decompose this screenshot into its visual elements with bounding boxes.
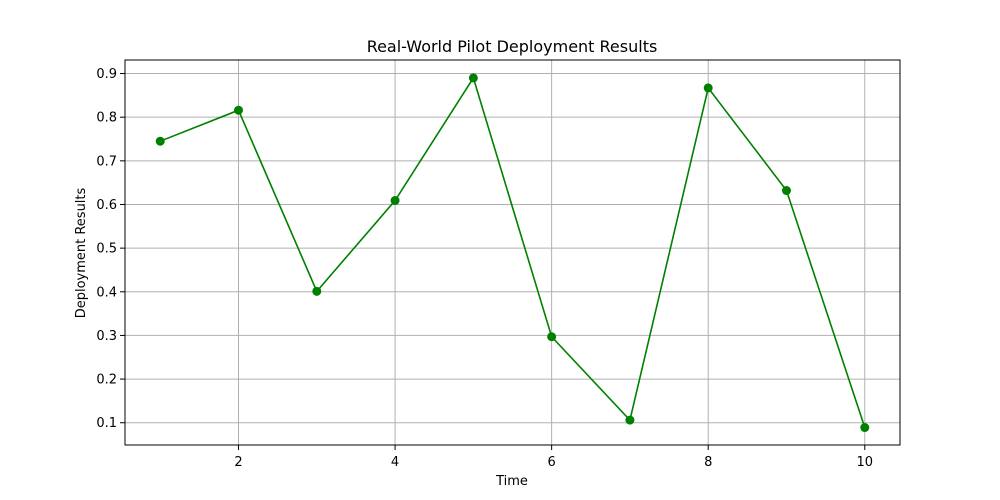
data-point	[547, 332, 557, 342]
data-point	[234, 105, 244, 115]
data-point	[390, 196, 400, 206]
y-tick-label: 0.7	[96, 154, 117, 169]
data-point	[625, 415, 635, 425]
y-tick-label: 0.1	[96, 416, 117, 431]
y-tick-label: 0.5	[96, 242, 117, 257]
y-tick-label: 0.8	[96, 111, 117, 126]
x-tick-label: 6	[548, 455, 556, 470]
data-point	[312, 286, 322, 296]
series-line	[159, 76, 866, 428]
y-tick-label: 0.9	[96, 67, 117, 82]
plot-frame	[124, 59, 901, 446]
axis-ticks: 2 4 6 8 10 0.1 0.2 0.3 0.4 0.5 0.6 0.7 0.8 0.9	[96, 67, 873, 470]
series-layer	[155, 73, 870, 433]
y-tick-label: 0.4	[96, 285, 117, 300]
data-point	[155, 136, 165, 146]
x-tick-label: 10	[856, 455, 873, 470]
y-tick-label: 0.2	[96, 373, 117, 388]
x-tick-label: 2	[234, 455, 242, 470]
y-tick-label: 0.6	[96, 198, 117, 213]
data-point	[703, 83, 713, 93]
y-axis-label: Deployment Results	[74, 187, 89, 318]
x-tick-label: 4	[391, 455, 399, 470]
data-point	[468, 73, 478, 83]
data-point	[781, 186, 791, 196]
y-tick-label: 0.3	[96, 329, 117, 344]
x-tick-label: 8	[704, 455, 712, 470]
x-axis-label: Time	[495, 474, 528, 489]
data-point	[860, 423, 870, 433]
chart-title: Real-World Pilot Deployment Results	[367, 37, 658, 56]
grid-lines	[125, 60, 900, 445]
